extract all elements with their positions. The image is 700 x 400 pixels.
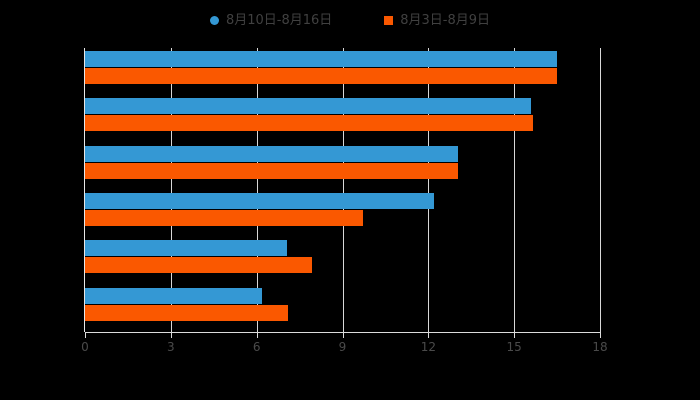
x-axis-tick-label: 6	[252, 340, 261, 354]
bar-group	[85, 51, 600, 84]
bar-group	[85, 287, 600, 321]
bar[interactable]	[85, 98, 532, 115]
bar[interactable]	[85, 287, 263, 304]
bar[interactable]	[85, 210, 363, 226]
x-axis-tick	[514, 332, 516, 338]
bar[interactable]	[85, 162, 459, 179]
gridline	[342, 48, 344, 332]
bar[interactable]	[85, 51, 558, 67]
bar-group	[85, 98, 600, 132]
bar[interactable]	[85, 115, 533, 132]
x-axis-tick	[600, 332, 601, 338]
legend-marker-square-icon	[384, 15, 394, 25]
legend-item-series-2[interactable]: 8月3日-8月9日	[384, 14, 490, 27]
chart-legend: 8月10日-8月16日 8月3日-8月9日	[0, 8, 700, 32]
y-axis-line	[84, 48, 85, 332]
bar[interactable]	[85, 304, 289, 321]
gridline	[170, 48, 172, 332]
x-axis-tick	[428, 332, 430, 338]
x-axis-tick-label: 12	[420, 340, 436, 354]
gridline	[600, 48, 601, 332]
x-axis-tick-label: 0	[81, 340, 89, 354]
bar[interactable]	[85, 68, 558, 84]
gridline	[428, 48, 430, 332]
x-axis-tick-label: 18	[592, 340, 608, 354]
bar[interactable]	[85, 145, 459, 162]
x-axis-tick	[170, 332, 172, 338]
bar[interactable]	[85, 257, 313, 274]
bar[interactable]	[85, 193, 435, 209]
x-axis-tick-label: 15	[506, 340, 522, 354]
x-axis: 0 3 6 9 12 15 18	[81, 332, 608, 362]
gridline	[256, 48, 258, 332]
legend-item-series-1[interactable]: 8月10日-8月16日	[209, 12, 333, 28]
bar-group	[85, 240, 600, 274]
legend-marker-circle-icon	[209, 15, 219, 25]
x-axis-tick	[85, 332, 86, 338]
x-axis-tick-label: 3	[167, 340, 175, 354]
legend-label-series-1: 8月10日-8月16日	[225, 12, 333, 28]
bar-group	[85, 145, 600, 179]
legend-label-series-2: 8月3日-8月9日	[400, 12, 491, 28]
x-axis-tick	[342, 332, 344, 338]
bar[interactable]	[85, 240, 287, 257]
gridline	[514, 48, 516, 332]
bar-group	[85, 193, 600, 226]
x-axis-tick	[256, 332, 258, 338]
plot-area: 美国德国英国韩国中国日本	[84, 48, 601, 332]
x-axis-tick-label: 9	[338, 340, 347, 354]
